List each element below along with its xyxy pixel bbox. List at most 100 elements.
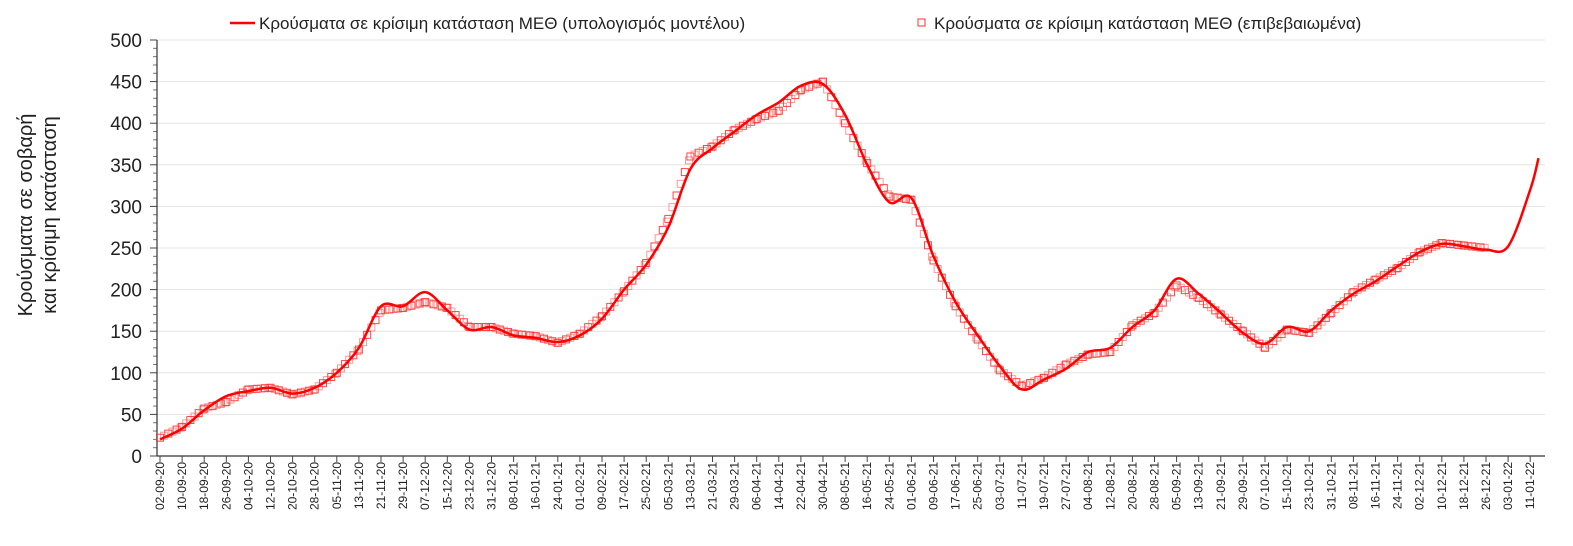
observed-series: [156, 77, 1489, 442]
x-tick-label: 04-10-20: [241, 462, 255, 510]
y-tick-label: 0: [131, 447, 142, 468]
x-tick-label: 17-02-21: [617, 462, 631, 510]
x-tick-label: 14-04-21: [772, 462, 786, 510]
observed-point: [686, 152, 695, 161]
x-tick-label: 25-06-21: [971, 462, 985, 510]
observed-point: [1118, 333, 1127, 342]
observed-point: [1415, 248, 1424, 257]
x-tick-label: 10-12-21: [1435, 462, 1449, 510]
x-tick-label: 12-10-20: [264, 462, 278, 510]
observed-point: [1176, 283, 1185, 292]
observed-point: [1074, 354, 1083, 363]
observed-point: [1171, 283, 1180, 292]
observed-point: [690, 150, 699, 159]
observed-point: [1127, 323, 1136, 332]
y-tick-label: 450: [110, 73, 142, 94]
x-tick-label: 26-09-20: [219, 462, 233, 510]
x-tick-label: 10-09-20: [175, 462, 189, 510]
observed-point: [734, 123, 743, 132]
legend: Κρούσματα σε κρίσιμη κατάσταση ΜΕΘ (υπολ…: [230, 14, 1361, 33]
observed-point: [425, 299, 434, 308]
x-tick-label: 09-02-21: [595, 462, 609, 510]
observed-point: [1122, 328, 1131, 337]
x-tick-label: 19-07-21: [1037, 462, 1051, 510]
observed-point: [204, 403, 213, 412]
observed-point: [636, 266, 645, 275]
observed-point: [883, 190, 892, 199]
x-tick-label: 28-10-20: [308, 462, 322, 510]
x-tick-label: 29-09-21: [1236, 462, 1250, 510]
y-tick-label: 350: [110, 156, 142, 177]
observed-point: [738, 121, 747, 130]
x-tick-label: 06-04-21: [750, 462, 764, 510]
observed-point: [429, 300, 438, 309]
y-tick-label: 50: [121, 405, 142, 426]
observed-point: [526, 331, 535, 340]
x-tick-label: 18-12-21: [1457, 462, 1471, 510]
y-tick-labels: 0 50 100 150 200 250 300 350 400 450 500: [110, 31, 142, 468]
observed-point: [628, 276, 637, 285]
x-tick-label: 13-03-21: [683, 462, 697, 510]
observed-point: [1022, 380, 1031, 389]
observed-point: [407, 301, 416, 310]
observed-point: [522, 331, 531, 340]
observed-point: [624, 281, 633, 290]
observed-point: [1476, 243, 1485, 252]
y-tick-label: 250: [110, 239, 142, 260]
x-tick-label: 04-08-21: [1081, 462, 1095, 510]
observed-point: [234, 390, 243, 399]
x-tick-label: 03-01-22: [1501, 462, 1515, 510]
x-tick-label: 01-06-21: [904, 462, 918, 510]
observed-point: [694, 148, 703, 157]
observed-point: [765, 110, 774, 119]
x-tick-label: 23-10-21: [1302, 462, 1316, 510]
x-tick-label: 27-07-21: [1059, 462, 1073, 510]
x-tick-label: 01-02-21: [573, 462, 587, 510]
x-tick-label: 21-09-21: [1214, 462, 1228, 510]
observed-point: [823, 85, 832, 94]
observed-point: [1136, 316, 1145, 325]
x-tick-label: 18-09-20: [197, 462, 211, 510]
observed-point: [437, 302, 446, 311]
x-tick-label: 08-01-21: [507, 462, 521, 510]
x-tick-label: 17-06-21: [949, 462, 963, 510]
observed-point: [889, 193, 898, 202]
y-tick-label: 100: [110, 364, 142, 385]
observed-point: [332, 368, 341, 377]
x-tick-label: 05-03-21: [661, 462, 675, 510]
gridlines: [157, 39, 1545, 415]
model-series: [159, 80, 1540, 441]
observed-point: [349, 351, 358, 360]
y-tick-label: 150: [110, 322, 142, 343]
x-tick-label: 13-09-21: [1192, 462, 1206, 510]
observed-point: [1172, 281, 1181, 290]
x-tick-label: 31-12-20: [485, 462, 499, 510]
y-tick-label: 500: [110, 31, 142, 52]
x-tick-label: 24-01-21: [551, 462, 565, 510]
model-line: [159, 80, 1540, 441]
x-tick-label: 20-10-20: [286, 462, 300, 510]
x-tick-label: 24-11-21: [1391, 462, 1405, 509]
x-tick-label: 26-12-21: [1479, 462, 1493, 510]
observed-point: [1026, 378, 1035, 387]
observed-point: [1388, 266, 1397, 275]
observed-point: [632, 271, 641, 280]
observed-point: [385, 305, 394, 314]
observed-point: [331, 369, 340, 378]
x-tick-labels: 02-09-20 10-09-20 18-09-20 26-09-20 04-10-20…: [153, 462, 1537, 510]
x-tick-label: 12-08-21: [1103, 462, 1117, 510]
observed-point: [1167, 288, 1176, 297]
observed-point: [399, 303, 408, 312]
observed-point: [756, 113, 765, 122]
x-tick-label: 22-04-21: [794, 462, 808, 510]
x-tick-label: 25-02-21: [639, 462, 653, 510]
observed-point: [336, 364, 345, 373]
observed-point: [1414, 249, 1423, 258]
observed-point: [222, 397, 231, 406]
x-tick-label: 02-09-20: [153, 462, 167, 510]
x-tick-label: 07-12-20: [418, 462, 432, 510]
x-tick-label: 28-08-21: [1148, 462, 1162, 510]
x-tick-label: 30-04-21: [816, 462, 830, 510]
x-tick-label: 15-10-21: [1280, 462, 1294, 510]
x-tick-label: 20-08-21: [1125, 462, 1139, 510]
